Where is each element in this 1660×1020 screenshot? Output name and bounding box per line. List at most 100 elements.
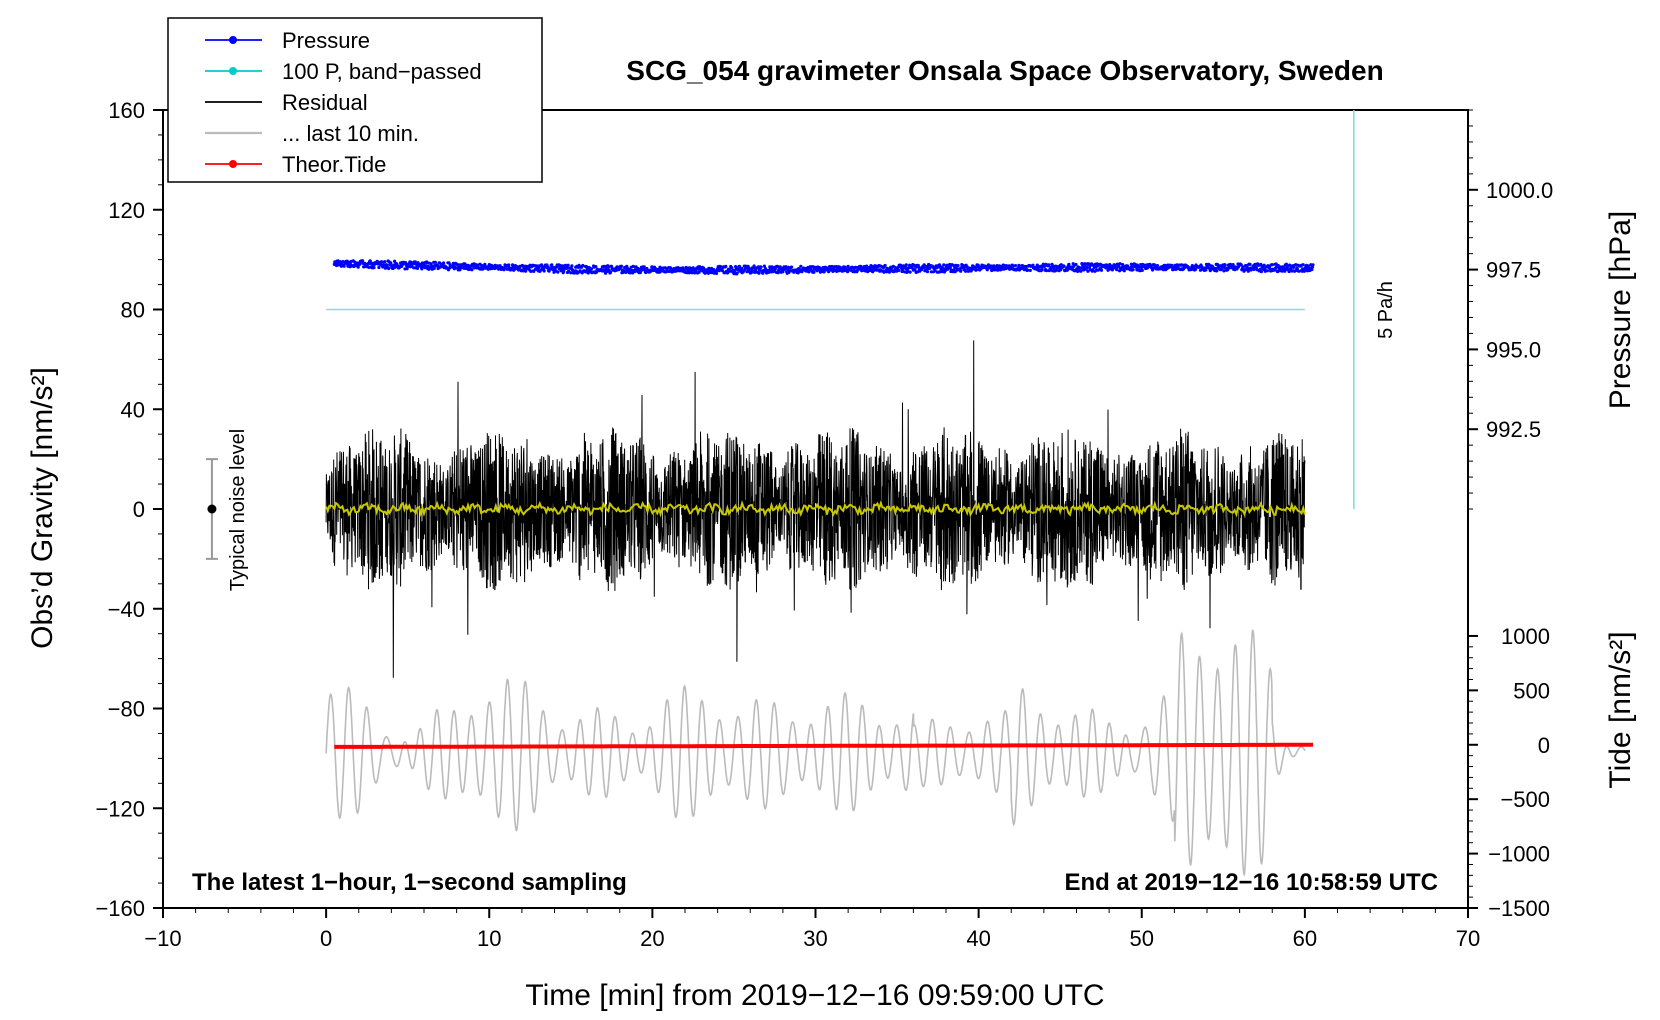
pressure-point xyxy=(737,264,742,268)
y-tick-label: 40 xyxy=(121,397,145,422)
x-tick-label: 20 xyxy=(640,926,664,951)
pressure-point xyxy=(1099,268,1104,272)
pressure-point xyxy=(974,268,979,272)
pressure-point xyxy=(1079,269,1083,273)
y-tick-label: −160 xyxy=(95,896,145,921)
x-tick-label: 10 xyxy=(477,926,501,951)
rate-label: 5 Pa/h xyxy=(1375,281,1397,339)
noise-center-dot xyxy=(207,504,217,514)
pressure-point xyxy=(387,266,391,271)
pressure-point xyxy=(1248,262,1252,266)
pressure-point xyxy=(438,261,442,265)
pressure-point xyxy=(762,264,767,268)
pressure-point xyxy=(442,261,446,265)
legend-label: ... last 10 min. xyxy=(282,121,419,146)
pressure-point xyxy=(642,265,646,269)
pressure-point xyxy=(524,269,528,273)
chart-title: SCG_054 gravimeter Onsala Space Observat… xyxy=(626,55,1383,86)
pressure-point xyxy=(1028,268,1032,272)
pressure-point xyxy=(759,265,763,269)
pressure-point xyxy=(1131,268,1135,272)
pressure-point xyxy=(1270,263,1274,267)
pressure-point xyxy=(1122,269,1126,273)
pressure-point xyxy=(1246,269,1250,273)
pressure-point xyxy=(1085,265,1089,269)
pressure-point xyxy=(1045,269,1049,273)
pressure-point xyxy=(1214,266,1218,271)
pressure-axis-title: Pressure [hPa] xyxy=(1604,211,1637,409)
pressure-point xyxy=(510,263,515,267)
pressure-point xyxy=(807,270,811,274)
pressure-point xyxy=(799,264,803,268)
pressure-point xyxy=(608,270,613,274)
pressure-point xyxy=(389,261,393,265)
pressure-point xyxy=(964,269,968,273)
pressure-point xyxy=(1204,268,1208,272)
pressure-point xyxy=(1071,262,1075,266)
pressure-point xyxy=(540,264,544,268)
pressure-point xyxy=(1017,263,1021,267)
pressure-point xyxy=(1301,263,1305,267)
pressure-point xyxy=(925,270,930,274)
tide-tick-label: 500 xyxy=(1513,678,1550,703)
x-tick-label: −10 xyxy=(144,926,181,951)
pressure-point xyxy=(586,271,590,275)
pressure-point xyxy=(384,263,389,267)
pressure-point xyxy=(377,265,381,270)
y-tick-label: −120 xyxy=(95,796,145,821)
tide-tick-label: −500 xyxy=(1500,787,1550,812)
tide-tick-label: −1000 xyxy=(1488,842,1550,867)
pressure-point xyxy=(1047,263,1051,267)
pressure-point xyxy=(904,263,908,267)
axes: −10 0 10 20 30 40 50 60 70 160 120 80 40 0 −40 −80 −120 −… xyxy=(95,98,1553,951)
pressure-point xyxy=(1074,262,1078,267)
pressure-point xyxy=(372,266,376,270)
x-axis-title: Time [min] from 2019−12−16 09:59:00 UTC xyxy=(525,979,1104,1012)
tide-tick-label: 0 xyxy=(1538,733,1550,758)
noise-level-indicator xyxy=(205,458,218,560)
last-10-min-series xyxy=(325,628,1306,877)
pressure-point xyxy=(714,271,719,275)
pressure-point xyxy=(846,270,850,274)
pressure-point xyxy=(1118,262,1122,266)
x-tick-label: 50 xyxy=(1130,926,1154,951)
pressure-point xyxy=(1262,263,1266,267)
pressure-point xyxy=(1223,263,1227,267)
pressure-point xyxy=(432,266,436,270)
pressure-point xyxy=(812,270,816,274)
pressure-point xyxy=(566,263,570,267)
pressure-point xyxy=(433,260,437,264)
end-time-note: End at 2019−12−16 10:58:59 UTC xyxy=(1064,869,1438,896)
pressure-point xyxy=(361,259,365,263)
pressure-point xyxy=(556,270,560,274)
pressure-point xyxy=(1302,269,1306,273)
sampling-note: The latest 1−hour, 1−second sampling xyxy=(192,869,627,896)
residual-smoothed-line xyxy=(325,500,1306,518)
pressure-point xyxy=(865,264,869,268)
pressure-point xyxy=(368,259,372,263)
y-tick-label: 160 xyxy=(108,98,145,123)
pressure-point xyxy=(1014,264,1018,268)
pressure-point xyxy=(1215,269,1219,273)
pressure-point xyxy=(570,264,574,268)
pressure-point xyxy=(1265,269,1269,273)
pressure-tick-label: 1000.0 xyxy=(1486,178,1553,203)
tide-axis-title: Tide [nm/s²] xyxy=(1604,631,1637,788)
pressure-point xyxy=(1218,264,1222,268)
pressure-point xyxy=(581,263,585,268)
pressure-point xyxy=(356,265,360,269)
pressure-point xyxy=(470,268,474,272)
pressure-point xyxy=(610,264,614,268)
pressure-point xyxy=(734,265,738,269)
pressure-point xyxy=(569,271,573,275)
pressure-point xyxy=(908,270,912,274)
pressure-point xyxy=(790,265,794,269)
y-tick-label: 0 xyxy=(133,497,145,522)
pressure-series xyxy=(332,259,1315,276)
pressure-point xyxy=(602,264,606,268)
pressure-point xyxy=(740,266,744,270)
tide-tick-label: −1500 xyxy=(1488,896,1550,921)
pressure-point xyxy=(619,264,624,268)
legend-marker xyxy=(229,36,237,44)
x-tick-label: 30 xyxy=(803,926,827,951)
